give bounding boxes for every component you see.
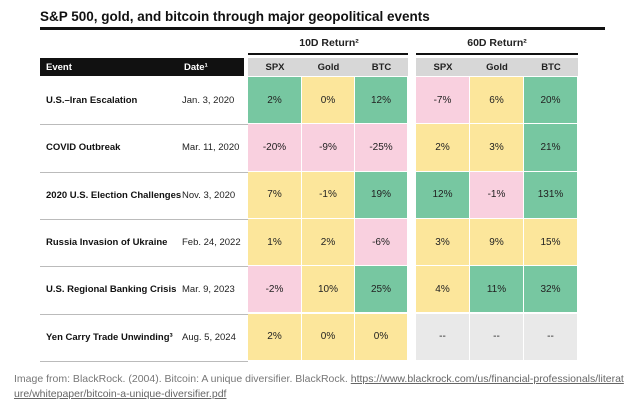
row-rule [40, 218, 248, 220]
value-cell: 11% [470, 266, 524, 314]
value-cell: 32% [524, 266, 578, 314]
value-cell: 15% [524, 218, 578, 267]
date-cell: Mar. 9, 2023 [182, 284, 235, 296]
value-cell: -6% [355, 218, 408, 267]
value-cell: 2% [248, 77, 302, 125]
value-cell: 12% [416, 171, 470, 219]
value-cell: -1% [302, 171, 355, 219]
value-cell: 6% [470, 77, 524, 125]
column-header: SPX [416, 58, 470, 76]
group-header: 10D Return² [299, 37, 359, 49]
value-cell: 12% [355, 77, 408, 125]
value-cell: 2% [416, 124, 470, 172]
group-rule [248, 53, 408, 55]
value-cell: 20% [524, 77, 578, 125]
column-header: Event [46, 61, 72, 73]
value-cell: 3% [416, 218, 470, 267]
row-rule [40, 266, 248, 268]
value-cell: 3% [470, 124, 524, 172]
value-cell: -- [524, 313, 578, 361]
value-cell: 10% [302, 266, 355, 314]
event-cell: Yen Carry Trade Unwinding³ [46, 331, 173, 343]
value-cell: 2% [248, 313, 302, 361]
event-cell: 2020 U.S. Election Challenges [46, 189, 182, 201]
column-header: Date¹ [184, 61, 208, 73]
row-rule [40, 313, 248, 315]
value-cell: -- [470, 313, 524, 361]
value-cell: -1% [470, 171, 524, 219]
value-cell: 25% [355, 266, 408, 314]
row-rule [40, 360, 248, 362]
value-cell: -25% [355, 124, 408, 172]
title: S&P 500, gold, and bitcoin through major… [40, 9, 430, 24]
value-cell: 0% [302, 77, 355, 125]
title-rule [40, 27, 605, 30]
caption: Image from: BlackRock. (2004). Bitcoin: … [14, 372, 624, 402]
column-header: Gold [302, 58, 355, 76]
value-cell: 131% [524, 171, 578, 219]
value-cell: 0% [355, 313, 408, 361]
caption-link[interactable]: https://www.blackrock.com/us/financial-p… [14, 373, 624, 400]
header-bar [40, 58, 244, 76]
value-cell: -7% [416, 77, 470, 125]
date-cell: Aug. 5, 2024 [182, 331, 236, 343]
value-cell: -9% [302, 124, 355, 172]
event-cell: Russia Invasion of Ukraine [46, 237, 168, 249]
date-cell: Feb. 24, 2022 [182, 237, 241, 249]
group-header: 60D Return² [467, 37, 527, 49]
value-cell: 1% [248, 218, 302, 267]
row-rule [40, 124, 248, 126]
value-cell: 0% [302, 313, 355, 361]
event-cell: U.S.–Iran Escalation [46, 95, 138, 107]
value-cell: 21% [524, 124, 578, 172]
group-rule [416, 53, 578, 55]
value-cell: -20% [248, 124, 302, 172]
value-cell: -- [416, 313, 470, 361]
date-cell: Mar. 11, 2020 [182, 142, 240, 154]
column-header: SPX [248, 58, 302, 76]
value-cell: 19% [355, 171, 408, 219]
value-cell: 7% [248, 171, 302, 219]
column-header: BTC [524, 58, 578, 76]
event-cell: U.S. Regional Banking Crisis [46, 284, 177, 296]
event-cell: COVID Outbreak [46, 142, 121, 154]
column-header: Gold [470, 58, 524, 76]
value-cell: 2% [302, 218, 355, 267]
value-cell: -2% [248, 266, 302, 314]
value-cell: 9% [470, 218, 524, 267]
column-header: BTC [355, 58, 408, 76]
date-cell: Jan. 3, 2020 [182, 95, 235, 107]
caption-text: Image from: BlackRock. (2004). Bitcoin: … [14, 373, 351, 385]
value-cell: 4% [416, 266, 470, 314]
row-rule [40, 171, 248, 173]
date-cell: Nov. 3, 2020 [182, 189, 236, 201]
